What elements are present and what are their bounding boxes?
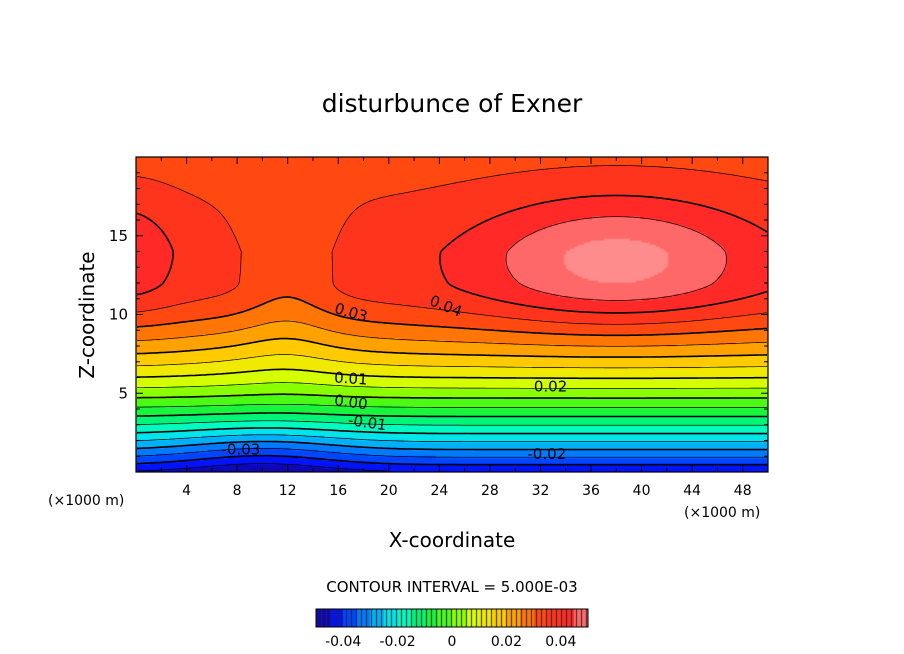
colorbar-tick-label: 0.02 <box>491 634 522 650</box>
contour-line <box>137 434 767 443</box>
contour-label: 0.02 <box>534 377 567 395</box>
contour-label: 0.00 <box>333 391 369 413</box>
colorbar <box>316 609 588 627</box>
contour-line <box>136 448 767 458</box>
x-tick-label: 16 <box>329 483 347 499</box>
contour-label: -0.02 <box>527 445 566 463</box>
x-unit-right: (×1000 m) <box>684 505 760 521</box>
contour-line <box>137 368 767 380</box>
x-tick-label: 24 <box>430 483 448 499</box>
contour-lines <box>136 165 768 472</box>
x-tick-label: 20 <box>380 483 398 499</box>
x-tick-label: 4 <box>182 483 191 499</box>
contour-label: -0.03 <box>222 440 261 458</box>
y-axis-label: Z-coordinate <box>75 251 99 378</box>
x-tick-label: 28 <box>481 483 499 499</box>
contour-line <box>136 320 767 347</box>
x-axis-label: X-coordinate <box>389 528 516 552</box>
colorbar-tick-label: -0.04 <box>325 634 361 650</box>
contour-line <box>137 463 387 472</box>
x-tick-label: 12 <box>279 483 297 499</box>
y-axis-ticks: 5 10 15 <box>109 172 768 457</box>
colorbar-frame <box>315 608 589 628</box>
colorbar-tick-label: 0.04 <box>545 634 576 650</box>
chart-title: disturbunce of Exner <box>322 89 583 118</box>
contour-line <box>505 216 727 301</box>
contour-line <box>136 454 767 466</box>
y-tick-label: 5 <box>118 384 128 402</box>
colorbar-tick-label: 0 <box>448 634 457 650</box>
contour-line <box>137 393 767 399</box>
contour-label: -0.01 <box>347 411 388 434</box>
contour-line <box>136 440 767 451</box>
x-tick-label: 36 <box>582 483 600 499</box>
contour-line <box>136 165 768 325</box>
contour-label: 0.01 <box>334 368 369 388</box>
contour-line <box>137 412 767 418</box>
y-tick-label: 15 <box>109 227 128 245</box>
colorbar-ticks: -0.04 -0.02 0 0.02 0.04 <box>325 634 576 650</box>
contour-line <box>137 382 767 389</box>
contour-line <box>137 403 767 408</box>
x-tick-label: 8 <box>233 483 242 499</box>
x-tick-label: 40 <box>633 483 651 499</box>
contour-interval-text: CONTOUR INTERVAL = 5.000E-03 <box>326 578 577 596</box>
x-tick-label: 32 <box>532 483 550 499</box>
x-tick-label: 48 <box>734 483 752 499</box>
x-axis-ticks: 4 8 12 16 20 24 28 32 36 40 44 48 <box>160 157 752 499</box>
plot-area: 0.03 0.040.01 0.020.00-0.01-0.02-0.03 4 8 12… <box>109 156 769 499</box>
colorbar-tick-label: -0.02 <box>379 634 415 650</box>
contour-line <box>137 337 767 358</box>
x-tick-label: 44 <box>683 483 701 499</box>
contour-line <box>136 194 768 314</box>
x-unit-left: (×1000 m) <box>48 493 124 509</box>
heatmap-fill <box>136 157 768 472</box>
y-tick-label: 10 <box>109 306 128 324</box>
contour-line <box>136 296 768 337</box>
contour-line <box>136 354 768 369</box>
contour-line <box>137 427 767 435</box>
contour-line <box>136 420 767 426</box>
